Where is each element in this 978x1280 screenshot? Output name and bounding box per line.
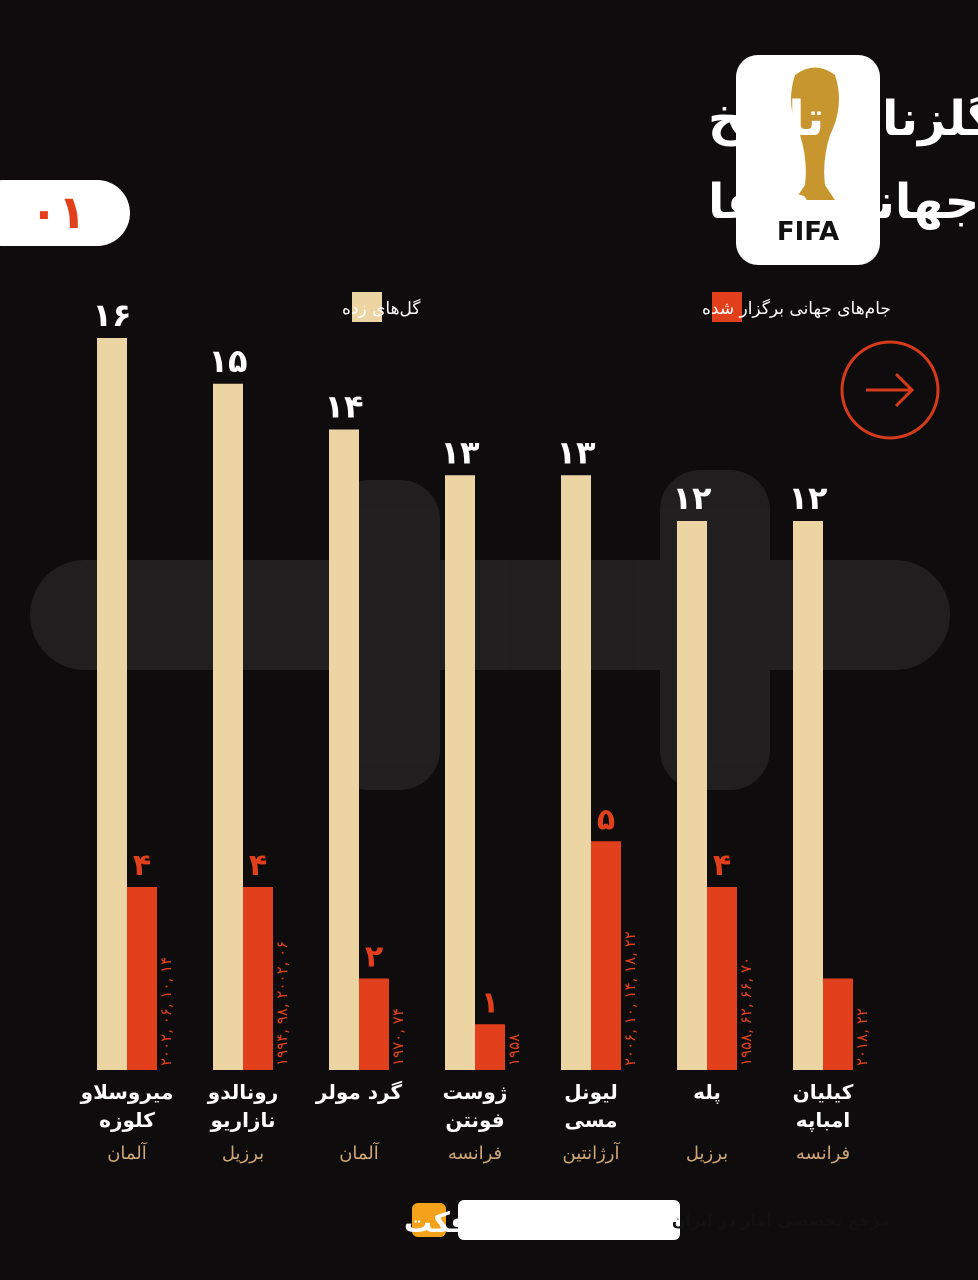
- years-annotation: ۱۹۵۸, ۶۲, ۶۶, ۷۰: [737, 957, 755, 1066]
- trophy: [791, 67, 839, 200]
- category-label: پله: [693, 1080, 721, 1104]
- bar: [213, 383, 243, 1070]
- category-note: آرژانتین: [562, 1143, 620, 1164]
- chart-subtitle: جام جهانی فیفا: [708, 174, 978, 230]
- brand: آمارفکت: [404, 1205, 523, 1239]
- value-label: ۱۳: [556, 433, 596, 471]
- bar: [707, 887, 737, 1070]
- category-label: رونالدو نازاریو: [207, 1080, 279, 1132]
- category-label: لیونل مسی: [564, 1080, 618, 1132]
- brand-icon: [412, 1203, 446, 1237]
- value-label: ۱۲: [788, 479, 828, 517]
- value-label: ۴: [713, 848, 731, 883]
- value-label: ۱: [481, 985, 499, 1020]
- legend-swatch: [712, 292, 742, 322]
- category-note: فرانسه: [447, 1143, 503, 1164]
- bar: [127, 887, 157, 1070]
- years-annotation: ۱۹۵۸: [505, 1034, 523, 1066]
- arrow: [866, 372, 915, 408]
- logo-text: FIFA: [777, 217, 839, 247]
- footer-box: [458, 1200, 680, 1240]
- value-label: ۲: [365, 940, 383, 975]
- footer: مرجع تخصصی آمار در ایران: [672, 1210, 890, 1230]
- value-label: ۱۵: [208, 342, 247, 380]
- category-note: فرانسه: [795, 1143, 851, 1164]
- category-note: برزیل: [685, 1143, 729, 1164]
- category-label: گرد مولر: [315, 1080, 403, 1104]
- category-label: کیلیان امباپه: [792, 1080, 854, 1132]
- bar: [445, 475, 475, 1070]
- years-annotation: ۲۰۱۸, ۲۲: [853, 1008, 871, 1066]
- category-note: برزیل: [221, 1143, 265, 1164]
- bar: [823, 978, 853, 1070]
- arrow-circle: [840, 340, 940, 440]
- years-annotation: ۲۰۰۶, ۱۰, ۱۴, ۱۸, ۲۲: [621, 931, 639, 1066]
- bar: [561, 475, 591, 1070]
- bar: [329, 429, 359, 1070]
- bar: [591, 841, 621, 1070]
- years-annotation: ۱۹۷۰, ۷۴: [389, 1008, 407, 1066]
- bar: [793, 521, 823, 1070]
- bar: [359, 978, 389, 1070]
- legend-label: جام‌های جهانی برگزار شده: [702, 298, 891, 319]
- legend-swatch: [352, 292, 382, 322]
- category-label: میروسلاو کلوزه: [80, 1080, 174, 1132]
- value-label: ۵: [597, 802, 615, 837]
- value-label: ۴: [249, 848, 267, 883]
- value-label: ۱۶: [92, 296, 131, 334]
- years-annotation: ۲۰۰۲, ۰۶, ۱۰, ۱۴: [157, 957, 175, 1066]
- bar: [677, 521, 707, 1070]
- chart-title: برترین گلزنان تاریخ: [708, 91, 978, 147]
- legend-label: گل‌های زده: [342, 298, 421, 319]
- bar: [97, 338, 127, 1070]
- badge-box: [0, 180, 130, 246]
- bar: [243, 887, 273, 1070]
- value-label: ۱۳: [440, 433, 480, 471]
- value-label: ۱۴: [324, 388, 363, 426]
- category-note: آلمان: [107, 1143, 147, 1164]
- category-note: آلمان: [339, 1143, 379, 1164]
- value-label: ۱۲: [672, 479, 712, 517]
- badge: ۰۱: [30, 185, 86, 239]
- value-label: ۴: [133, 848, 151, 883]
- bar: [475, 1024, 505, 1070]
- category-label: ژوست فونتن: [442, 1080, 508, 1132]
- years-annotation: ۱۹۹۴, ۹۸, ۲۰۰۲, ۰۶: [273, 941, 291, 1066]
